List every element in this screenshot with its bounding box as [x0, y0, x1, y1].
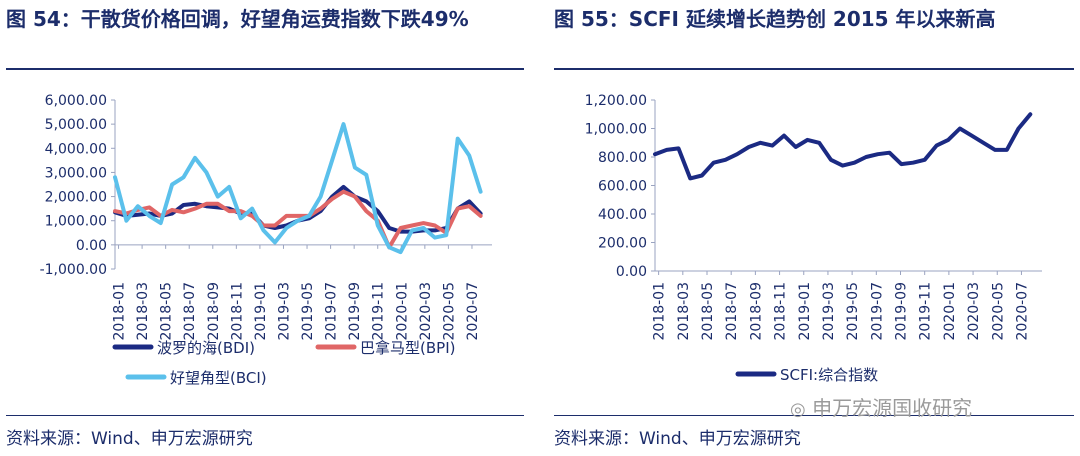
x-tick-label: 2018-03 — [135, 282, 151, 341]
x-tick-label: 2020-03 — [418, 282, 434, 341]
x-tick-label: 2018-11 — [229, 282, 245, 341]
y-tick-label: 2,000.00 — [45, 190, 107, 206]
x-tick-label: 2018-09 — [206, 282, 222, 341]
watermark-label: 申万宏源国收研究 — [812, 396, 973, 420]
x-tick-label: 2020-01 — [394, 282, 410, 341]
x-tick-label: 2019-07 — [324, 282, 340, 341]
left-chart-panel: 图 54：干散货价格回调，好望角运费指数下跌49% -1,000.00 0.00 1… — [0, 0, 530, 456]
wechat-watermark: ◎ 申万宏源国收研究 — [790, 392, 972, 421]
wechat-icon: ◎ — [790, 399, 806, 420]
x-tick-label: 2018-01 — [652, 282, 668, 341]
legend-label: SCFI:综合指数 — [780, 366, 878, 384]
x-tick-label: 2020-01 — [942, 282, 958, 341]
y-tick-label: 3,000.00 — [45, 165, 107, 181]
y-tick-label: 400.00 — [598, 207, 647, 223]
x-tick-label: 2018-05 — [700, 282, 716, 341]
right-chart-title: 图 55：SCFI 延续增长趋势创 2015 年以来新高 — [554, 7, 996, 31]
x-tick-label: 2018-05 — [159, 282, 175, 341]
x-tick-label: 2020-07 — [465, 282, 481, 341]
x-tick-label: 2018-11 — [773, 282, 789, 341]
x-tick-label: 2019-11 — [918, 282, 934, 341]
y-tick-label: 600.00 — [598, 179, 647, 195]
x-tick-label: 2020-03 — [966, 282, 982, 341]
left-chart: -1,000.00 0.00 1,000.00 2,000.00 3,000.00 4,0… — [40, 93, 492, 387]
x-tick-label: 2019-03 — [821, 282, 837, 341]
x-tick-label: 2019-05 — [845, 282, 861, 341]
right-chart: 0.00 200.00 400.00 600.00 800.00 1,000.00 1,20… — [585, 93, 1042, 384]
y-tick-label: 0.00 — [616, 264, 647, 280]
left-source-note: 资料来源：Wind、申万宏源研究 — [6, 429, 253, 449]
x-tick-label: 2019-03 — [276, 282, 292, 341]
x-tick-label: 2018-01 — [112, 282, 128, 341]
series-line-好望角型(BCI) — [113, 122, 483, 255]
y-tick-label: 5,000.00 — [45, 117, 107, 133]
x-tick-label: 2018-07 — [724, 282, 740, 341]
y-tick-label: 1,000.00 — [585, 122, 647, 138]
x-tick-label: 2020-05 — [441, 282, 457, 341]
left-source-rule — [6, 415, 524, 416]
x-tick-label: 2018-09 — [748, 282, 764, 341]
x-tick-label: 2019-11 — [371, 282, 387, 341]
x-tick-label: 2019-07 — [869, 282, 885, 341]
right-source-note: 资料来源：Wind、申万宏源研究 — [554, 429, 801, 449]
legend-label: 好望角型(BCI) — [170, 369, 267, 387]
left-title-rule — [6, 68, 524, 70]
y-tick-label: 1,000.00 — [45, 214, 107, 230]
x-tick-label: 2019-09 — [894, 282, 910, 341]
x-tick-label: 2020-07 — [1014, 282, 1030, 341]
x-tick-label: 2018-03 — [676, 282, 692, 341]
legend-label: 巴拿马型(BPI) — [360, 339, 455, 357]
right-title-rule — [554, 68, 1074, 70]
series-line-巴拿马型(BPI) — [113, 189, 483, 250]
x-tick-label: 2020-05 — [990, 282, 1006, 341]
x-tick-label: 2018-07 — [182, 282, 198, 341]
legend-label: 波罗的海(BDI) — [157, 339, 255, 357]
right-chart-panel: 图 55：SCFI 延续增长趋势创 2015 年以来新高 0.00 200.00 4… — [548, 0, 1080, 456]
right-source-rule — [554, 415, 1074, 416]
x-tick-label: 2019-05 — [300, 282, 316, 341]
y-tick-label: 4,000.00 — [45, 141, 107, 157]
y-tick-label: 6,000.00 — [45, 93, 107, 109]
y-tick-label: 800.00 — [598, 150, 647, 166]
y-tick-label: 1,200.00 — [585, 93, 647, 109]
y-tick-label: -1,000.00 — [40, 262, 107, 278]
series-line-SCFI:综合指数 — [653, 112, 1033, 181]
x-tick-label: 2019-09 — [347, 282, 363, 341]
x-tick-label: 2019-01 — [253, 282, 269, 341]
y-tick-label: 200.00 — [598, 236, 647, 252]
x-tick-label: 2019-01 — [797, 282, 813, 341]
y-tick-label: 0.00 — [76, 238, 107, 254]
left-chart-title: 图 54：干散货价格回调，好望角运费指数下跌49% — [6, 7, 469, 31]
